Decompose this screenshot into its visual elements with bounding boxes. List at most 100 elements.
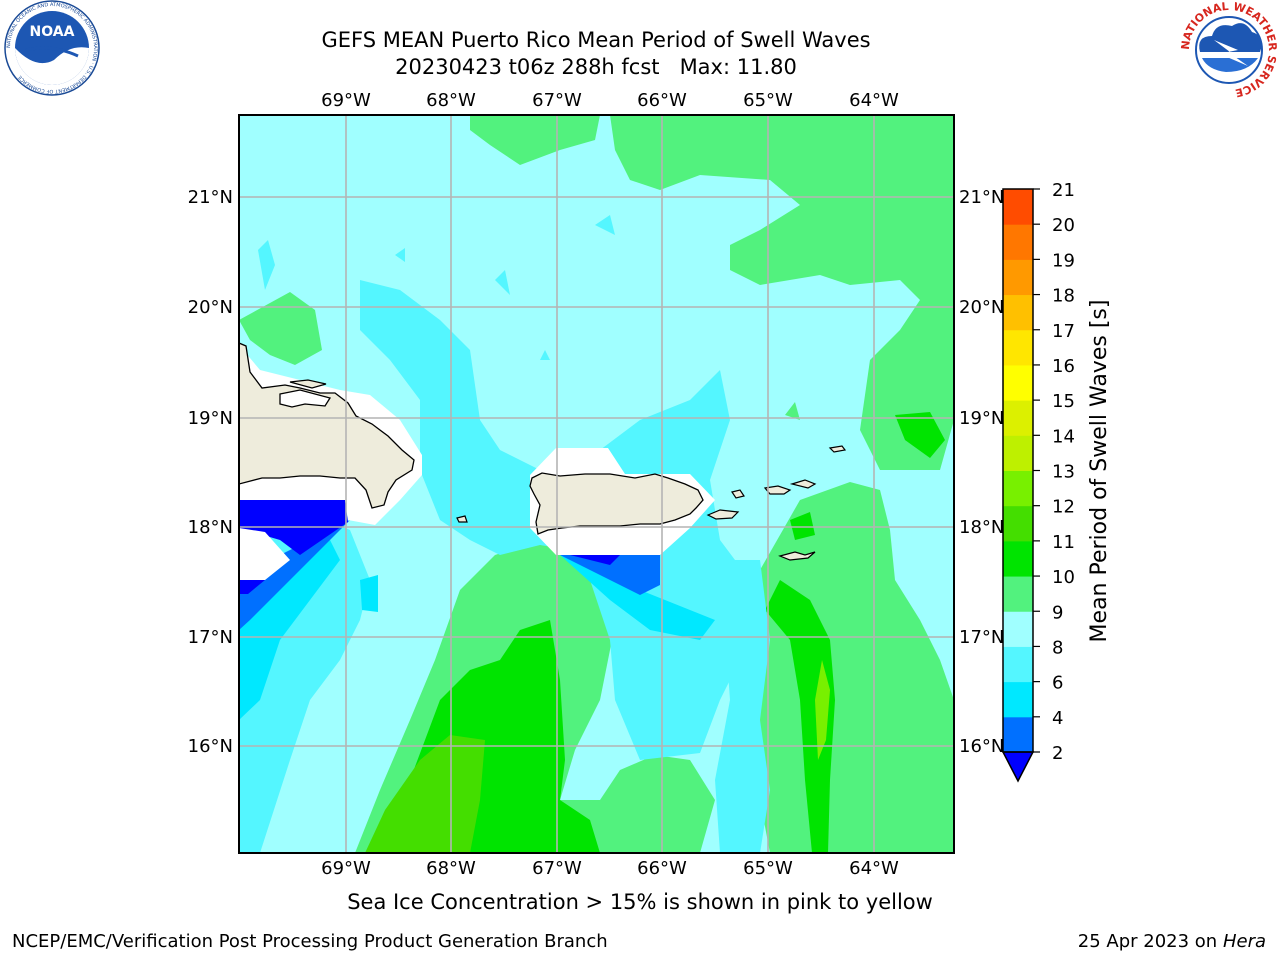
colorbar-tick-label: 10 xyxy=(1052,567,1075,588)
colorbar-cell xyxy=(1003,470,1033,507)
lon-labels-bottom: 69°W 68°W 67°W 66°W 65°W 64°W xyxy=(321,858,899,879)
sea-ice-note: Sea Ice Concentration > 15% is shown in … xyxy=(347,890,933,914)
colorbar-cell xyxy=(1003,576,1033,612)
colorbar-tick-label: 4 xyxy=(1052,708,1063,729)
no-data-hispaniola-sw xyxy=(239,528,290,580)
colorbar-tick-label: 15 xyxy=(1052,391,1075,412)
max-label: Max: 11.80 xyxy=(679,55,797,79)
colorbar-label: Mean Period of Swell Waves [s] xyxy=(1087,300,1112,643)
land-vieques xyxy=(706,509,740,520)
machine-name: Hera xyxy=(1222,931,1266,952)
colorbar-cell xyxy=(1003,611,1033,647)
field-band-9-10-east-speck xyxy=(785,402,800,420)
field-band-4-6-center xyxy=(560,555,715,640)
field-band-9-10-east xyxy=(750,482,954,853)
lat-label: 16°N xyxy=(959,736,1004,757)
colorbar-tick-label: 16 xyxy=(1052,356,1075,377)
lon-labels-top: 69°W 68°W 67°W 66°W 65°W 64°W xyxy=(321,90,899,111)
lat-label: 17°N xyxy=(959,627,1004,648)
lon-label: 64°W xyxy=(849,858,899,879)
colorbar-cell xyxy=(1003,435,1033,471)
field-band-6-8-channel xyxy=(715,560,770,853)
map-title: GEFS MEAN Puerto Rico Mean Period of Swe… xyxy=(321,28,871,52)
field-band-2-4-pr xyxy=(560,555,660,595)
nws-logo: NATIONAL WEATHER SERVICE xyxy=(1179,0,1279,99)
noaa-logo: NOAA NATIONAL OCEANIC AND ATMOSPHERIC AD… xyxy=(4,0,100,96)
field-band-11-12 xyxy=(365,735,485,853)
lon-label: 66°W xyxy=(637,90,687,111)
land-tortola xyxy=(789,479,817,489)
colorbar-tick-label: 21 xyxy=(1052,180,1075,201)
field-band-10-11-east xyxy=(765,580,835,853)
lat-label: 17°N xyxy=(188,627,233,648)
lat-label: 18°N xyxy=(188,517,233,538)
colorbar-tick-label: 12 xyxy=(1052,497,1075,518)
field-band-9-10-west xyxy=(239,292,322,365)
lon-label: 68°W xyxy=(426,858,476,879)
lon-label: 67°W xyxy=(532,90,582,111)
map-grid xyxy=(239,115,954,853)
field-band-6-8-speck3 xyxy=(395,248,405,262)
colorbar-extend-arrow xyxy=(1001,751,1035,783)
colorbar-cell xyxy=(1003,400,1033,436)
land-tortuga xyxy=(289,379,327,389)
credit-text: NCEP/EMC/Verification Post Processing Pr… xyxy=(12,931,608,952)
field-band-4-6-speck xyxy=(360,575,378,612)
colorbar-cell xyxy=(1003,540,1033,577)
field-band-6-8-top xyxy=(360,280,480,430)
swell-field xyxy=(239,115,954,853)
land-st-thomas xyxy=(763,485,792,495)
colorbar-tick-label: 18 xyxy=(1052,286,1075,307)
lat-label: 21°N xyxy=(959,187,1004,208)
map-frame xyxy=(238,114,955,854)
noaa-logo-text: NOAA xyxy=(30,24,75,40)
colorbar-tick-label: 11 xyxy=(1052,532,1075,553)
field-band-11-12-east xyxy=(815,660,830,760)
land-puerto-rico xyxy=(529,472,704,535)
lat-labels-left: 21°N 20°N 19°N 18°N 17°N 16°N xyxy=(188,187,233,757)
date-stamp: 25 Apr 2023 on Hera xyxy=(1078,931,1266,952)
lat-label: 21°N xyxy=(188,187,233,208)
colorbar-tick-label: 19 xyxy=(1052,250,1075,271)
field-band-9-10-north xyxy=(470,115,600,165)
colorbar-cell xyxy=(1003,716,1033,753)
colorbar-tick-label: 9 xyxy=(1052,602,1063,623)
field-band-2-4-west xyxy=(239,520,350,630)
field-band-9-10-northeast xyxy=(610,115,954,470)
colorbar-tick-label: 8 xyxy=(1052,637,1063,658)
lat-label: 18°N xyxy=(959,517,1004,538)
lon-label: 67°W xyxy=(532,858,582,879)
colorbar-cell xyxy=(1003,505,1033,542)
lon-label: 65°W xyxy=(743,858,793,879)
land-hispaniola xyxy=(239,342,415,509)
lon-label: 69°W xyxy=(321,90,371,111)
field-band-10-11-ne xyxy=(895,412,945,458)
field-band-6-8-speck4 xyxy=(495,270,510,295)
lat-label: 20°N xyxy=(188,297,233,318)
lat-labels-right: 21°N 20°N 19°N 18°N 17°N 16°N xyxy=(959,187,1004,757)
colorbar-tick-label: 6 xyxy=(1052,673,1063,694)
colorbar-cell xyxy=(1003,681,1033,718)
land-culebra xyxy=(731,489,745,499)
lon-label: 64°W xyxy=(849,90,899,111)
lat-label: 16°N xyxy=(188,736,233,757)
land-hispaniola-bay xyxy=(279,389,332,408)
colorbar-cell xyxy=(1003,259,1033,296)
field-band-10-11-speck xyxy=(790,512,815,540)
field-band-6-8-speck5 xyxy=(540,350,550,360)
land-st-croix xyxy=(778,551,816,561)
colorbar-cell xyxy=(1003,189,1033,225)
field-band-below-2-west2 xyxy=(239,580,265,594)
colorbar-cell xyxy=(1003,329,1033,366)
colorbar-tick-label: 17 xyxy=(1052,321,1075,342)
map-subtitle: 20230423 t06z 288h fcst Max: 11.80 xyxy=(296,54,896,80)
lat-label: 19°N xyxy=(959,408,1004,429)
colorbar-tick-label: 14 xyxy=(1052,426,1075,447)
land-mona xyxy=(456,515,468,523)
colorbar-cell xyxy=(1003,224,1033,260)
colorbar: 21 20 19 18 17 16 15 14 13 12 11 10 9 8 6 4 2 Mean Perio… xyxy=(1001,180,1112,783)
colorbar-cell xyxy=(1003,364,1033,401)
colorbar-cell xyxy=(1003,646,1033,683)
forecast-label: 20230423 t06z 288h fcst xyxy=(395,55,660,79)
